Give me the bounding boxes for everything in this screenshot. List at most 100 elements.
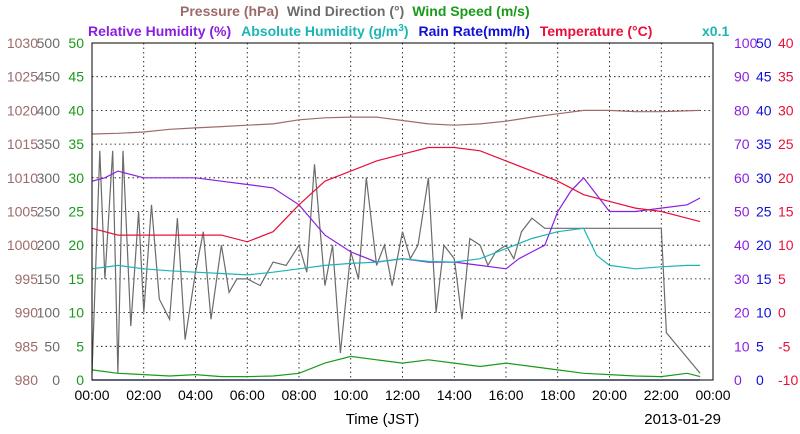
- y-tick-label-temperature: 20: [778, 170, 794, 186]
- y-tick-label-rain-rate: 35: [756, 136, 772, 152]
- y-tick-label-humidity: 30: [734, 271, 750, 287]
- y-tick-label-pressure: 990: [15, 305, 39, 321]
- y-tick-label-rain-rate: 20: [756, 237, 772, 253]
- y-tick-label-rain-rate: 50: [756, 35, 772, 51]
- series-line-wind-direction: [91, 150, 701, 374]
- y-tick-label-humidity: 60: [734, 170, 750, 186]
- y-tick-label-wind-speed: 40: [68, 102, 84, 118]
- y-tick-label-temperature: 30: [778, 102, 794, 118]
- y-tick-label-wind-direction: 500: [37, 35, 61, 51]
- y-tick-label-temperature: 40: [778, 35, 794, 51]
- date-label: 2013-01-29: [644, 411, 721, 428]
- y-tick-label-wind-speed: 35: [68, 136, 84, 152]
- x-tick-label: 14:00: [437, 387, 472, 403]
- y-tick-label-temperature: 0: [778, 305, 786, 321]
- y-tick-label-humidity: 0: [734, 372, 742, 388]
- y-tick-label-wind-speed: 45: [68, 69, 84, 85]
- y-tick-label-temperature: 10: [778, 237, 794, 253]
- y-tick-label-wind-speed: 20: [68, 237, 84, 253]
- legend-entry: Relative Humidity (%): [88, 23, 231, 39]
- y-tick-label-humidity: 50: [734, 204, 750, 220]
- series-line-temperature-c: [91, 146, 701, 243]
- y-tick-label-wind-speed: 50: [68, 35, 84, 51]
- y-tick-label-temperature: -10: [778, 372, 798, 388]
- legend-note: x0.1: [702, 23, 729, 39]
- x-tick-label: 00:00: [695, 387, 730, 403]
- x-tick-label: 20:00: [592, 387, 627, 403]
- plot-frame: [91, 42, 714, 381]
- y-tick-label-humidity: 40: [734, 237, 750, 253]
- y-tick-label-humidity: 100: [734, 35, 758, 51]
- legend-entry: Wind Direction (°): [287, 3, 404, 19]
- y-axis-ticks: 1030102510201015101010051000995990985980…: [7, 35, 799, 388]
- y-tick-label-pressure: 995: [15, 271, 39, 287]
- y-tick-label-rain-rate: 25: [756, 204, 772, 220]
- y-tick-label-pressure: 1020: [7, 102, 38, 118]
- y-tick-label-pressure: 985: [15, 338, 39, 354]
- x-axis-label: Time (JST): [346, 411, 420, 428]
- y-tick-label-rain-rate: 10: [756, 305, 772, 321]
- legend-entry: Temperature (°C): [540, 23, 653, 39]
- y-tick-label-temperature: 15: [778, 204, 794, 220]
- y-tick-label-pressure: 1005: [7, 204, 38, 220]
- x-tick-label: 08:00: [281, 387, 316, 403]
- y-tick-label-pressure: 1025: [7, 69, 38, 85]
- y-tick-label-wind-speed: 5: [76, 338, 84, 354]
- x-tick-label: 04:00: [178, 387, 213, 403]
- y-tick-label-temperature: 5: [778, 271, 786, 287]
- y-tick-label-pressure: 1000: [7, 237, 38, 253]
- y-tick-label-wind-speed: 10: [68, 305, 84, 321]
- series-line-pressure-hpa: [91, 109, 701, 135]
- y-tick-label-wind-direction: 50: [44, 338, 60, 354]
- x-tick-label: 02:00: [126, 387, 161, 403]
- y-tick-label-wind-direction: 300: [37, 170, 61, 186]
- y-tick-label-rain-rate: 30: [756, 170, 772, 186]
- y-tick-label-temperature: 35: [778, 69, 794, 85]
- y-tick-label-rain-rate: 5: [756, 338, 764, 354]
- x-tick-label: 18:00: [540, 387, 575, 403]
- legend-entry: Absolute Humidity (g/m3): [241, 23, 408, 39]
- x-tick-label: 06:00: [230, 387, 265, 403]
- y-tick-label-humidity: 90: [734, 69, 750, 85]
- x-tick-label: 12:00: [385, 387, 420, 403]
- y-tick-label-wind-direction: 100: [37, 305, 61, 321]
- y-tick-label-rain-rate: 40: [756, 102, 772, 118]
- x-tick-label: 10:00: [333, 387, 368, 403]
- y-tick-label-temperature: -5: [778, 338, 791, 354]
- x-axis-ticks: 00:00 02:00 04:00 06:00 08:00 10:00 12:00 14:00…: [74, 387, 730, 403]
- x-tick-label: 22:00: [644, 387, 679, 403]
- y-tick-label-rain-rate: 15: [756, 271, 772, 287]
- y-tick-label-wind-direction: 250: [37, 204, 61, 220]
- x-tick-label: 00:00: [74, 387, 109, 403]
- y-tick-label-pressure: 1030: [7, 35, 38, 51]
- x-tick-label: 16:00: [488, 387, 523, 403]
- y-tick-label-wind-direction: 450: [37, 69, 61, 85]
- y-tick-label-wind-direction: 350: [37, 136, 61, 152]
- legend-entry: Rain Rate(mm/h): [419, 23, 530, 39]
- y-tick-label-pressure: 1015: [7, 136, 38, 152]
- y-tick-label-humidity: 70: [734, 136, 750, 152]
- y-tick-label-pressure: 1010: [7, 170, 38, 186]
- y-tick-label-wind-speed: 0: [76, 372, 84, 388]
- y-tick-label-wind-speed: 15: [68, 271, 84, 287]
- y-tick-label-wind-direction: 400: [37, 102, 61, 118]
- y-tick-label-wind-direction: 150: [37, 271, 61, 287]
- y-tick-label-humidity: 10: [734, 338, 750, 354]
- y-tick-label-pressure: 980: [15, 372, 39, 388]
- series-line-absolute-humidity-g-m3: [91, 227, 701, 276]
- y-tick-label-wind-direction: 200: [37, 237, 61, 253]
- y-tick-label-rain-rate: 45: [756, 69, 772, 85]
- y-tick-label-wind-speed: 25: [68, 204, 84, 220]
- y-tick-label-humidity: 80: [734, 102, 750, 118]
- y-tick-label-wind-direction: 0: [52, 372, 60, 388]
- y-tick-label-temperature: 25: [778, 136, 794, 152]
- series-line-wind-speed-m-s: [91, 355, 701, 378]
- series-line-relative-humidity: [91, 170, 701, 270]
- y-tick-label-humidity: 20: [734, 305, 750, 321]
- legend-entry: Wind Speed (m/s): [412, 3, 529, 19]
- legend: Pressure (hPa) Wind Direction (°) Wind Spe…: [88, 3, 729, 39]
- y-tick-label-wind-speed: 30: [68, 170, 84, 186]
- y-tick-label-rain-rate: 0: [756, 372, 764, 388]
- legend-entry: Pressure (hPa): [180, 3, 279, 19]
